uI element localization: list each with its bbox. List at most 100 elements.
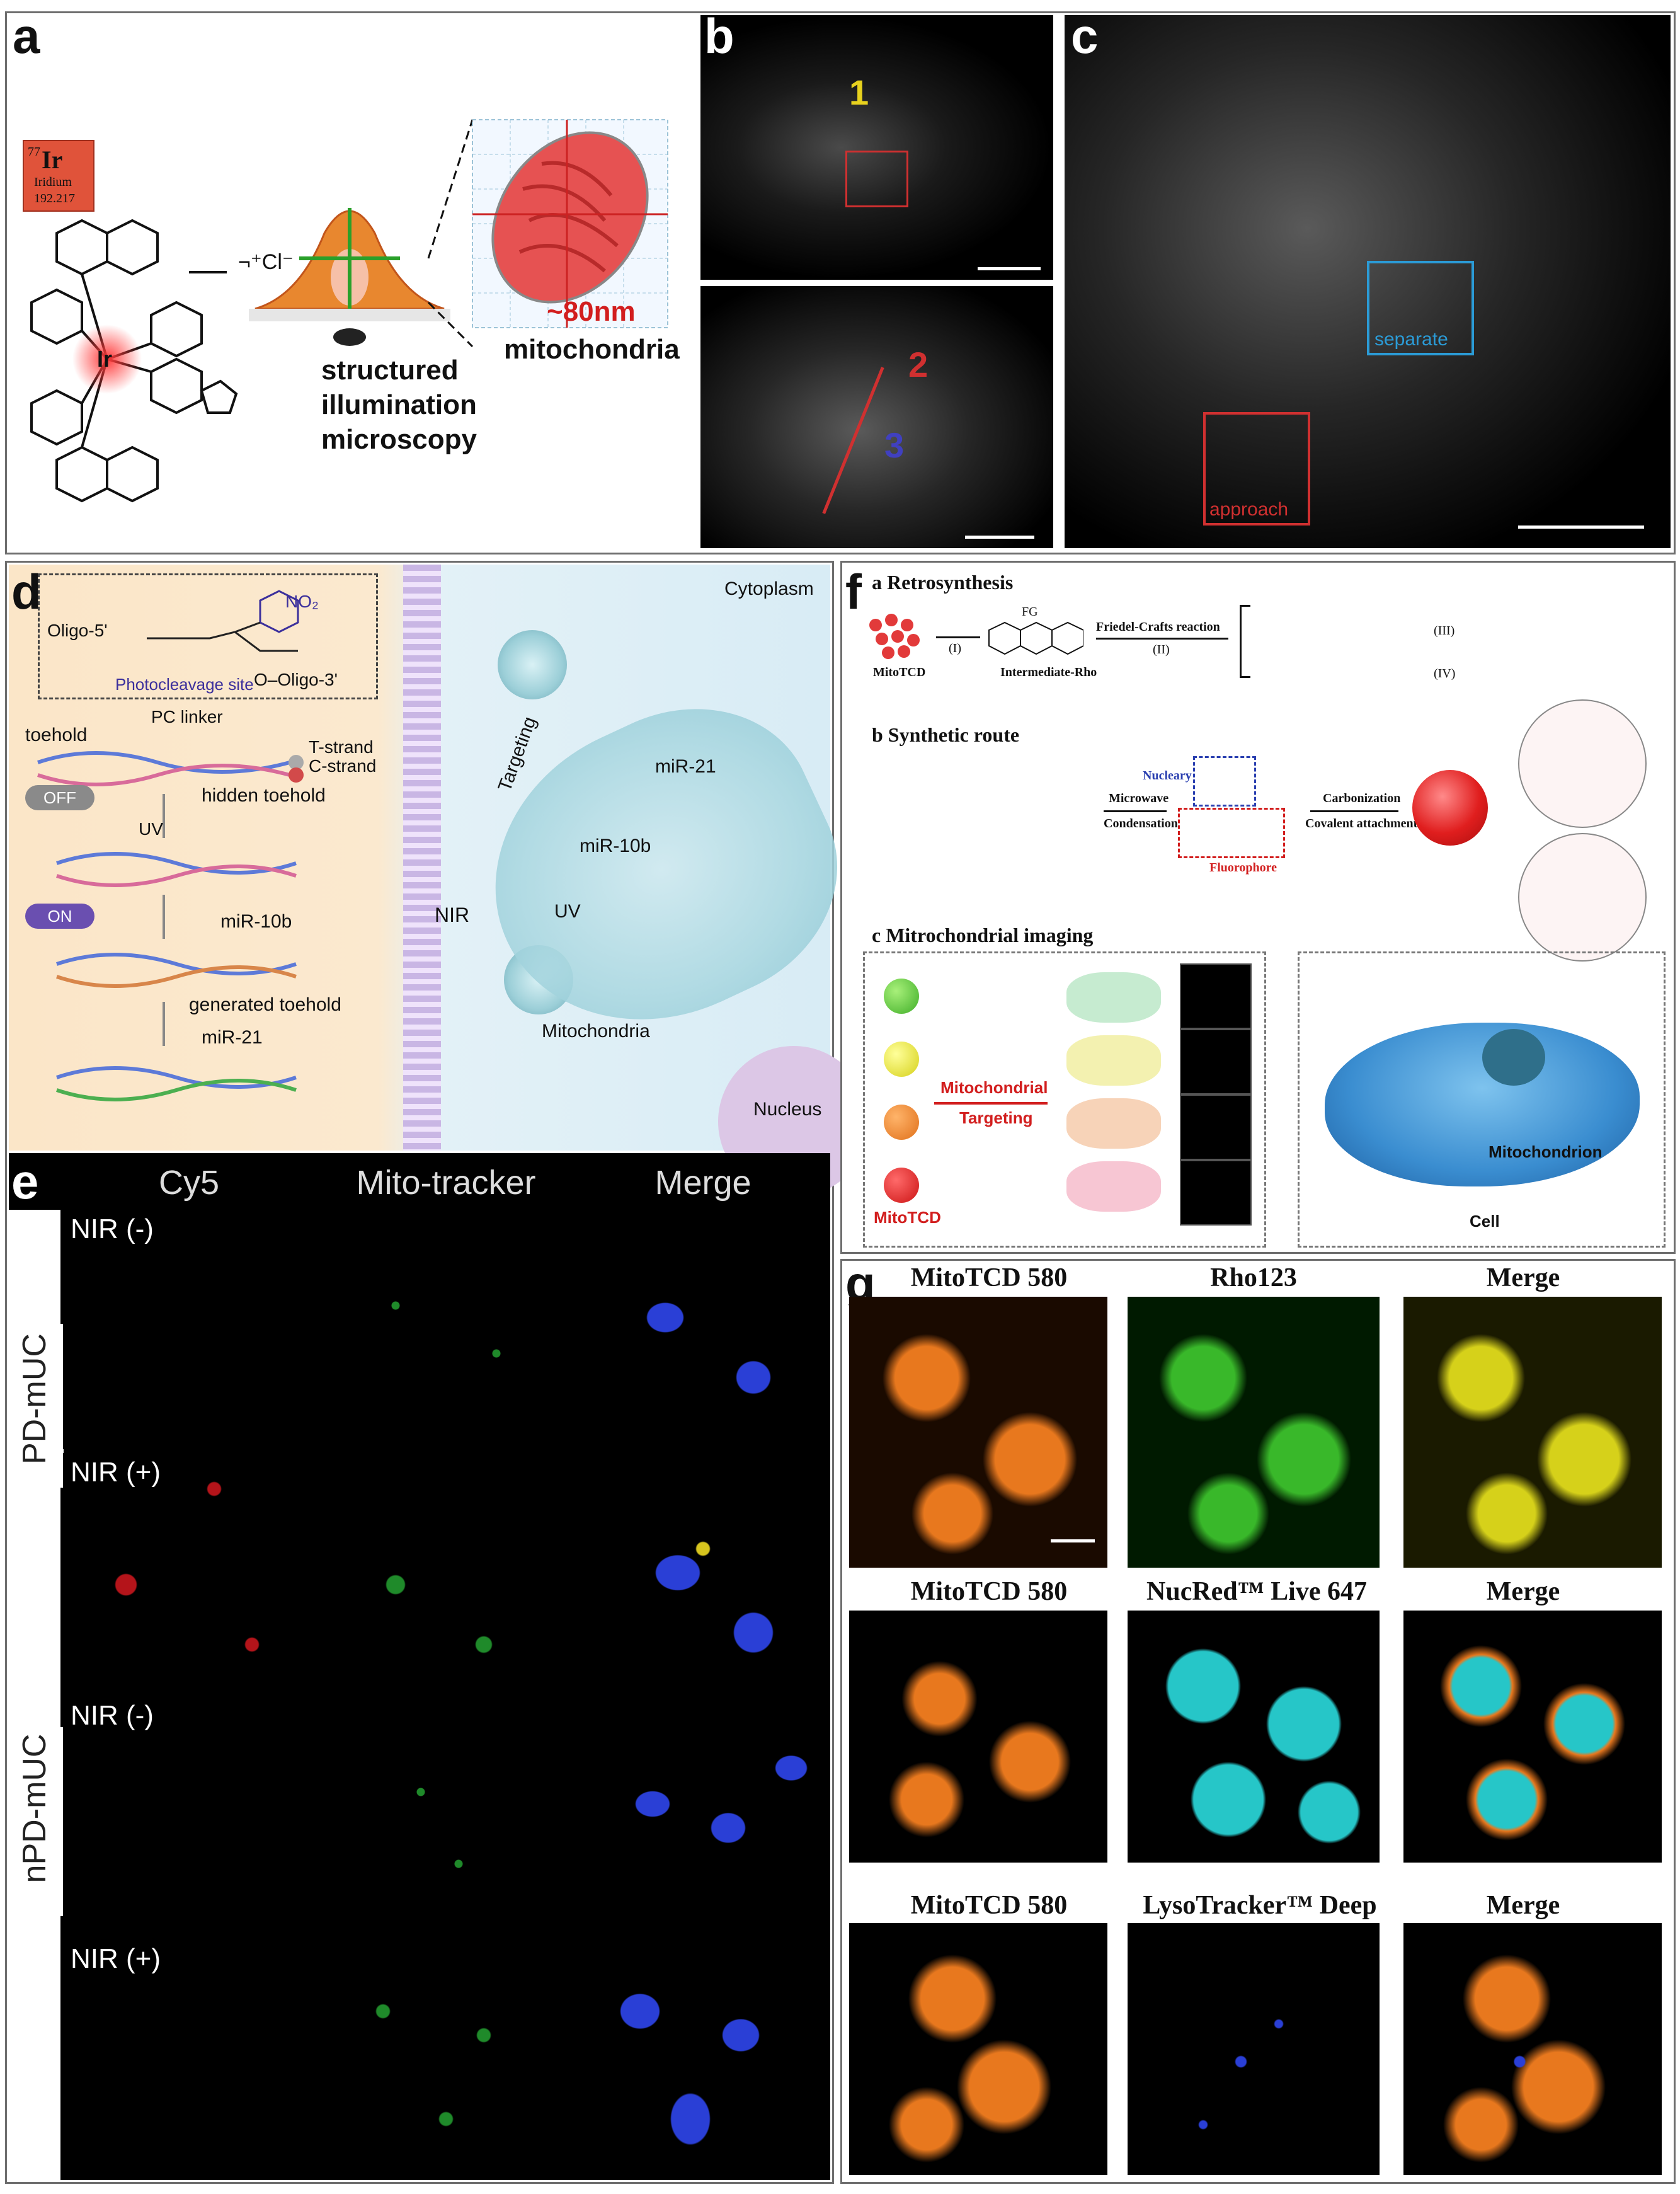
panel-abc [5,11,1676,554]
panel-label-b: b [704,8,734,64]
red-dot [884,1168,919,1203]
nucleary-box [1193,756,1256,807]
line-profile-2 [822,367,884,514]
g-r2-nucred [1128,1611,1380,1863]
g-r3-merge [1403,1923,1662,2175]
e-r2-cy5 [63,1453,315,1692]
cell-illustration [249,208,450,346]
mito-targeting-arrow [934,1102,1048,1105]
e-r3-nir-label: NIR (-) [71,1700,154,1731]
zoom-circle-bottom [1518,833,1647,962]
zoom-region-box [845,151,908,207]
panel-label-d: d [11,564,42,619]
panel-label-c: c [1071,8,1099,64]
pc-linker-structure-box: Oligo-5' NO₂ O–Oligo-3' Photocleavage si… [38,573,378,699]
f-covalent-label: Covalent attachment [1305,817,1418,830]
g-r2-merge [1403,1611,1662,1863]
f-intermediate-label: Intermediate-Rho [1000,665,1097,679]
technique-word-3: microscopy [321,424,477,455]
on-switch: ON [25,904,94,929]
f-arrow-b1 [1104,810,1167,812]
off-label: OFF [43,788,76,807]
element-name: Iridium [34,175,72,189]
panel-label-e: e [11,1154,39,1209]
f-step-i: (I) [949,641,961,655]
f-arrow-i [936,636,980,638]
separate-label: separate [1374,329,1448,350]
c-strand-label: C-strand [309,756,377,776]
e-r1-merge [577,1210,829,1449]
organelle-label: mitochondria [504,334,680,365]
mitotcd-dots-a [869,614,920,659]
f-mitotcd-label: MitoTCD [873,665,926,679]
cell-nucleus-3d [1482,1029,1545,1086]
cytoplasm-label: Cytoplasm [724,578,814,599]
mir10b-label-left: miR-10b [220,911,292,932]
oligo3-label: O–Oligo-3' [254,670,338,689]
e-r1-mito [320,1210,572,1449]
cells-green [1066,972,1161,1023]
green-dot [884,979,919,1014]
mito-targeting-label-2: Targeting [959,1108,1033,1127]
f-step-iii: (III) [1434,624,1455,638]
panel-b-image-top: 1 [700,15,1053,280]
marker-3: 3 [884,425,905,465]
f-arrow-ii [1096,638,1228,640]
marker-2: 2 [908,345,929,384]
fluorophore-box [1178,808,1285,858]
e-r1-cy5 [63,1210,315,1449]
f-condensation-label: Condensation [1104,817,1178,830]
c-left-box: MitoTCD Mitochondrial Targeting [863,951,1266,1248]
f-mitochondrion-label: Mitochondrion [1489,1142,1603,1161]
approach-box: approach [1203,412,1310,526]
cells-yellow [1066,1035,1161,1086]
g-r3-lysotracker [1128,1923,1380,2175]
technique-word-2: illumination [321,389,477,420]
f-b-title: b Synthetic route [872,723,1020,746]
g-r1-mitotcd [849,1297,1107,1568]
c-right-box: Mitochondrion Cell [1298,951,1666,1248]
panel-label-f: f [845,564,862,619]
intermediate-structure [988,621,1083,655]
photocleavage-label: Photocleavage site [115,675,254,694]
thumb-green [1180,963,1252,1029]
g-r2-title-1: MitoTCD 580 [910,1577,1068,1606]
element-number: 77 [28,145,40,159]
on-label: ON [47,907,72,926]
scale-bar-c [1518,526,1644,529]
e-r4-merge [577,1939,829,2179]
group-label-npd-muc-text: nPD-mUC [16,1733,53,1883]
nir-label: NIR [435,904,470,926]
group-label-pd-muc-text: PD-mUC [16,1333,53,1464]
f-friedel-label: Friedel-Crafts reaction [1096,620,1220,634]
f-fg-label: FG [1022,605,1038,619]
g-r2-title-3: Merge [1486,1577,1560,1606]
panel-label-a: a [13,8,40,64]
thumb-yellow [1180,1029,1252,1094]
g-r2-title-2: NucRed™ Live 647 [1146,1577,1367,1606]
f-arrow-b2 [1310,810,1398,812]
technique-word-1: structured [321,355,459,386]
charge-label: ¬⁺Cl⁻ [238,250,294,274]
f-fluorophore-label: Fluorophore [1209,861,1277,875]
g-r3-title-3: Merge [1486,1891,1560,1920]
yellow-dot [884,1042,919,1077]
reaction-arrow [189,271,227,273]
e-r2-mito [320,1453,572,1692]
e-r2-nir-label: NIR (+) [71,1457,161,1488]
element-mass: 192.217 [34,192,75,205]
f-bracket [1240,605,1250,678]
f-carbonization-label: Carbonization [1323,791,1401,805]
generated-toehold-label: generated toehold [189,994,341,1015]
e-r3-cy5 [63,1696,315,1936]
f-step-ii: (II) [1153,643,1170,657]
col-title-cy5: Cy5 [158,1164,220,1202]
orange-dot [884,1105,919,1140]
g-r1-merge [1403,1297,1662,1568]
e-r4-nir-label: NIR (+) [71,1943,161,1974]
e-r2-merge [577,1453,829,1692]
f-step-iv: (IV) [1434,667,1456,681]
scale-bar-g [1051,1539,1095,1542]
g-r3-mitotcd [849,1923,1107,2175]
scale-bar-b-top [978,267,1041,270]
